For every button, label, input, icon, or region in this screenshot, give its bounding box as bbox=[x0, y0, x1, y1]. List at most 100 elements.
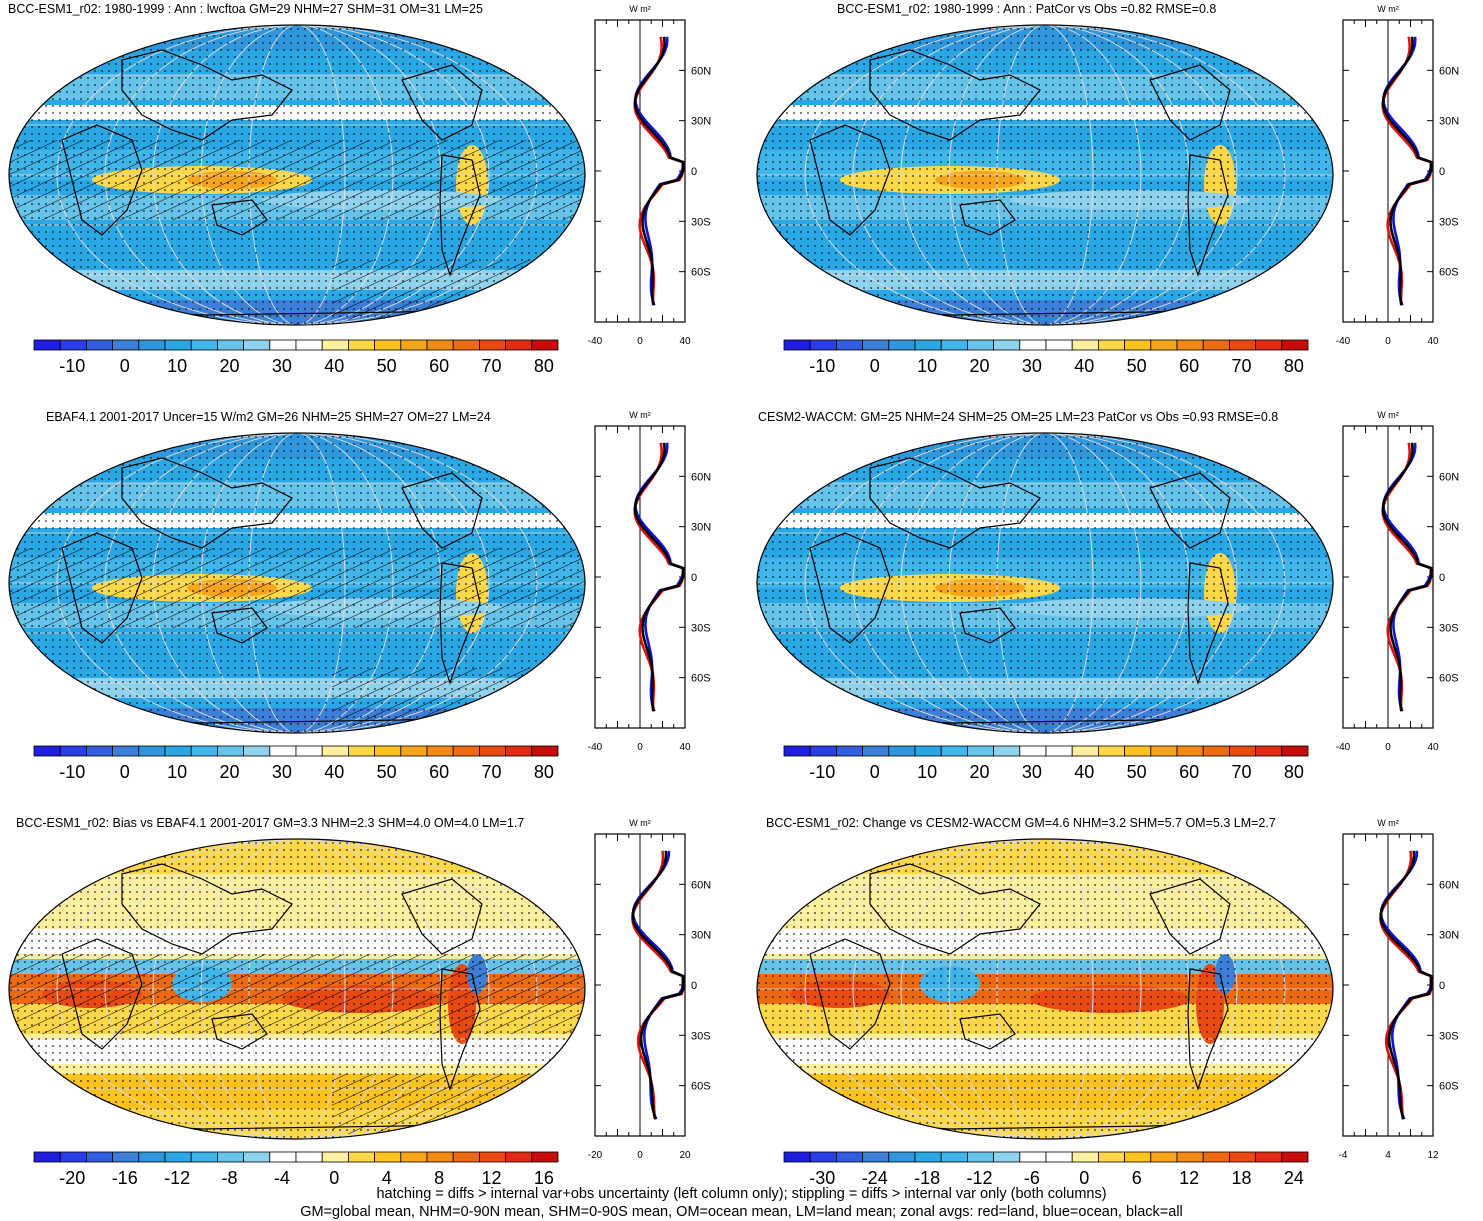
profile-lat-label: 30S bbox=[1439, 1030, 1459, 1042]
profile-land-line bbox=[1381, 442, 1433, 712]
colorbar-label: -12 bbox=[966, 1168, 992, 1188]
profile-land-line bbox=[1381, 36, 1433, 306]
profile-lat-label: 60N bbox=[691, 65, 711, 77]
colorbar-swatch bbox=[809, 339, 837, 351]
colorbar-swatch bbox=[452, 1151, 480, 1163]
profile-lat-label: 0 bbox=[1439, 980, 1445, 992]
profile-units-label: W m² bbox=[629, 410, 651, 420]
colorbar-swatch bbox=[452, 339, 480, 351]
profile-lat-label: 30N bbox=[1439, 930, 1459, 942]
colorbar-swatch bbox=[993, 1151, 1021, 1163]
profile-all-line bbox=[1381, 36, 1433, 306]
profile-units-label: W m² bbox=[1377, 410, 1399, 420]
colorbar-swatch bbox=[888, 1151, 916, 1163]
map-panel-2 bbox=[756, 24, 1334, 326]
profile-lat-label: 30S bbox=[691, 622, 711, 634]
colorbar-label: -16 bbox=[112, 1168, 138, 1188]
colorbar-swatch bbox=[295, 745, 323, 757]
colorbar-swatch bbox=[112, 339, 140, 351]
colorbar-swatch bbox=[783, 339, 811, 351]
profile-tick-label: -40 bbox=[588, 742, 603, 753]
colorbar-swatch bbox=[940, 1151, 968, 1163]
colorbar-swatch bbox=[321, 339, 349, 351]
colorbar-label: 12 bbox=[481, 1168, 501, 1188]
colorbar-swatch bbox=[1045, 1151, 1073, 1163]
colorbar-swatch bbox=[1124, 1151, 1152, 1163]
profile-land-line bbox=[633, 36, 685, 306]
colorbar-swatch bbox=[1124, 745, 1152, 757]
colorbar-swatch bbox=[505, 1151, 533, 1163]
colorbar-swatch bbox=[888, 745, 916, 757]
panel-title-2: BCC-ESM1_r02: 1980-1999 : Ann : PatCor v… bbox=[837, 2, 1217, 16]
profile-lat-label: 0 bbox=[691, 980, 697, 992]
colorbar-label: 40 bbox=[324, 762, 344, 782]
colorbar-swatch bbox=[809, 1151, 837, 1163]
colorbar-swatch bbox=[836, 339, 864, 351]
colorbar-swatch bbox=[1097, 1151, 1125, 1163]
zonal-profile-6: W m² 60N 30N 0 30S 60S -4 4 12 bbox=[1339, 818, 1460, 1161]
colorbar-swatch bbox=[1124, 339, 1152, 351]
colorbar-swatch bbox=[243, 1151, 271, 1163]
profile-tick-label: 0 bbox=[1385, 336, 1391, 347]
colorbar-swatch bbox=[374, 1151, 402, 1163]
colorbar-label: -12 bbox=[164, 1168, 190, 1188]
colorbar-swatch bbox=[86, 745, 114, 757]
profile-lat-label: 60S bbox=[1439, 673, 1459, 685]
colorbar-swatch bbox=[1097, 745, 1125, 757]
profile-lat-label: 30N bbox=[691, 116, 711, 128]
colorbar-swatch bbox=[400, 745, 428, 757]
colorbar-label: 30 bbox=[272, 356, 292, 376]
colorbar-label: 12 bbox=[1179, 1168, 1199, 1188]
colorbar-swatch bbox=[993, 339, 1021, 351]
colorbar-swatch bbox=[1071, 745, 1099, 757]
profile-ocean-line bbox=[634, 36, 685, 306]
colorbar-label: 8 bbox=[434, 1168, 444, 1188]
zonal-profile-3: W m² 60N 30N 0 30S 60S -40 0 40 bbox=[588, 410, 711, 753]
colorbar-swatch bbox=[295, 1151, 323, 1163]
colorbar-swatch bbox=[164, 339, 192, 351]
profile-tick-label: -20 bbox=[588, 1150, 603, 1161]
colorbar-swatch bbox=[243, 339, 271, 351]
colorbar-label: 20 bbox=[219, 356, 239, 376]
colorbar-swatch bbox=[426, 1151, 454, 1163]
colorbar-label: 20 bbox=[969, 762, 989, 782]
profile-lat-label: 60N bbox=[1439, 471, 1459, 483]
colorbar-swatch bbox=[993, 745, 1021, 757]
colorbar-swatch bbox=[59, 1151, 87, 1163]
colorbar-swatch bbox=[216, 339, 244, 351]
colorbar-swatch bbox=[1019, 745, 1047, 757]
colorbar-swatch bbox=[1202, 1151, 1230, 1163]
colorbar-swatch bbox=[1150, 745, 1178, 757]
colorbar-label: 10 bbox=[917, 356, 937, 376]
colorbar-swatch bbox=[888, 339, 916, 351]
colorbar-swatch bbox=[59, 745, 87, 757]
colorbar-label: 80 bbox=[534, 356, 554, 376]
colorbar-swatch bbox=[478, 745, 506, 757]
colorbar-swatch bbox=[347, 1151, 375, 1163]
map-panel-3 bbox=[8, 432, 586, 734]
colorbar-swatch bbox=[190, 339, 218, 351]
profile-tick-label: 20 bbox=[679, 1150, 691, 1161]
profile-land-line bbox=[633, 442, 685, 712]
colorbar-swatch bbox=[1281, 745, 1309, 757]
profile-tick-label: 40 bbox=[1427, 742, 1439, 753]
colorbar-swatch bbox=[452, 745, 480, 757]
colorbar-swatch bbox=[1150, 1151, 1178, 1163]
colorbar-label: 60 bbox=[429, 762, 449, 782]
colorbar-swatch bbox=[531, 745, 559, 757]
profile-lat-label: 60S bbox=[691, 673, 711, 685]
profile-lat-label: 0 bbox=[1439, 572, 1445, 584]
colorbar-label: 20 bbox=[969, 356, 989, 376]
colorbar-swatch bbox=[295, 339, 323, 351]
profile-ocean-line bbox=[631, 850, 685, 1120]
colorbar-swatch bbox=[1228, 339, 1256, 351]
map-panel-5 bbox=[8, 838, 586, 1140]
colorbar-swatch bbox=[112, 745, 140, 757]
colorbar-swatch bbox=[940, 339, 968, 351]
profile-tick-label: -4 bbox=[1339, 1150, 1348, 1161]
profile-lat-label: 0 bbox=[1439, 166, 1445, 178]
colorbar-swatch bbox=[966, 339, 994, 351]
colorbar-swatch bbox=[966, 745, 994, 757]
colorbar-swatch bbox=[112, 1151, 140, 1163]
zonal-profile-2: W m² 60N 30N 0 30S 60S -40 0 40 bbox=[1336, 4, 1459, 347]
